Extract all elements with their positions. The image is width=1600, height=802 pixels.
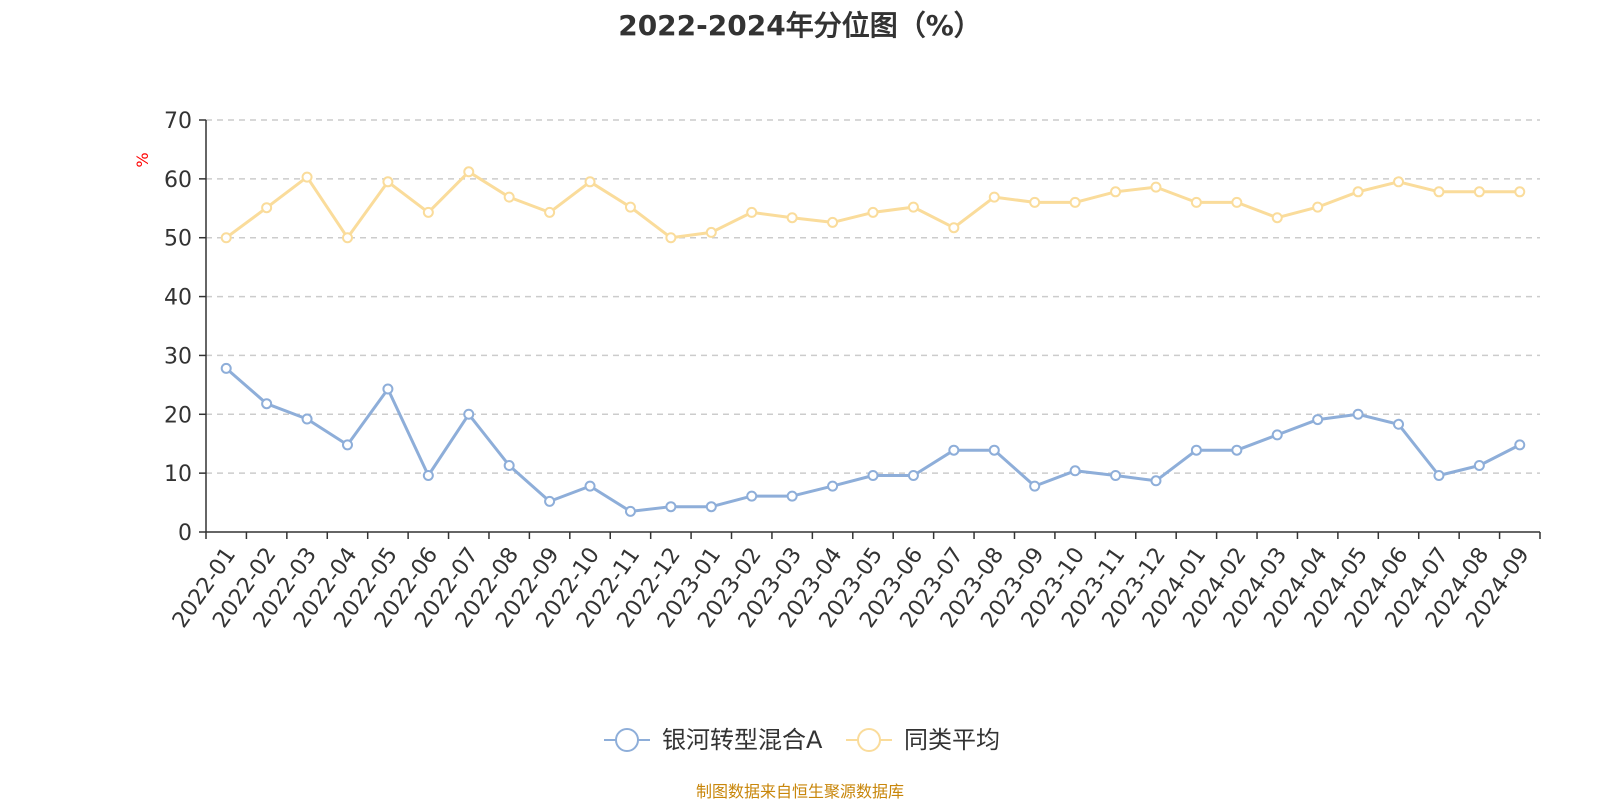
data-point	[463, 408, 475, 420]
data-point	[584, 176, 596, 188]
data-point	[948, 222, 960, 234]
data-point	[1271, 429, 1283, 441]
legend-item-1[interactable]: 同类平均	[846, 726, 1000, 754]
data-point	[261, 398, 273, 410]
data-point	[1110, 469, 1122, 481]
data-point	[827, 216, 839, 228]
y-axis-unit-label: %	[133, 152, 152, 167]
data-point	[220, 362, 232, 374]
data-point	[1514, 186, 1526, 198]
data-point	[382, 176, 394, 188]
legend-label: 同类平均	[904, 726, 1000, 754]
data-point	[544, 206, 556, 218]
data-point	[746, 490, 758, 502]
data-point	[220, 232, 232, 244]
data-point	[1433, 469, 1445, 481]
data-point	[1069, 465, 1081, 477]
data-point	[1312, 201, 1324, 213]
data-point	[827, 480, 839, 492]
data-point	[1190, 196, 1202, 208]
data-point	[1352, 186, 1364, 198]
data-point	[503, 191, 515, 203]
data-point	[1231, 196, 1243, 208]
data-point	[341, 232, 353, 244]
legend[interactable]: 银河转型混合A 同类平均	[604, 726, 1000, 754]
data-point	[1433, 186, 1445, 198]
legend-marker-icon	[615, 728, 639, 752]
data-point	[1352, 408, 1364, 420]
data-point	[867, 469, 879, 481]
data-point	[988, 444, 1000, 456]
y-tick-label: 30	[164, 344, 192, 369]
data-point	[948, 444, 960, 456]
data-point	[1029, 196, 1041, 208]
legend-marker-icon	[857, 728, 881, 752]
data-point	[261, 202, 273, 214]
y-tick-label: 50	[164, 227, 192, 252]
data-point	[422, 206, 434, 218]
legend-label: 银河转型混合A	[662, 726, 823, 754]
data-point	[1473, 459, 1485, 471]
data-point	[1473, 186, 1485, 198]
y-tick-label: 70	[164, 109, 192, 134]
data-point	[746, 206, 758, 218]
data-point	[1190, 444, 1202, 456]
data-point	[1271, 212, 1283, 224]
data-point	[301, 413, 313, 425]
data-point	[1393, 418, 1405, 430]
data-point	[867, 206, 879, 218]
data-point	[786, 490, 798, 502]
data-point	[705, 226, 717, 238]
chart-title: 2022-2024年分位图（%）	[618, 9, 982, 42]
data-point	[1029, 480, 1041, 492]
data-point	[1150, 181, 1162, 193]
source-note: 制图数据来自恒生聚源数据库	[695, 782, 904, 801]
data-point	[584, 480, 596, 492]
legend-item-0[interactable]: 银河转型混合A	[604, 726, 823, 754]
y-tick-label: 60	[164, 168, 192, 193]
data-point	[907, 469, 919, 481]
data-point	[341, 439, 353, 451]
data-point	[1312, 414, 1324, 426]
data-point	[1514, 439, 1526, 451]
data-point	[705, 501, 717, 513]
data-point	[1069, 196, 1081, 208]
y-tick-label: 10	[164, 462, 192, 487]
data-point	[665, 501, 677, 513]
data-point	[1231, 444, 1243, 456]
axes: 0102030405060702022-012022-022022-032022…	[164, 109, 1541, 633]
data-point	[422, 469, 434, 481]
data-point	[382, 383, 394, 395]
series-line-1	[225, 170, 1520, 240]
data-point	[624, 201, 636, 213]
data-point	[1150, 475, 1162, 487]
data-point	[544, 495, 556, 507]
data-point	[503, 459, 515, 471]
data-point	[786, 212, 798, 224]
series-line-0	[225, 367, 1521, 513]
data-point	[624, 505, 636, 517]
y-tick-label: 20	[164, 403, 192, 428]
series-lines	[220, 166, 1526, 517]
y-tick-label: 40	[164, 286, 192, 311]
data-point	[988, 191, 1000, 203]
grid-lines	[206, 119, 1540, 474]
data-point	[301, 171, 313, 183]
data-point	[907, 201, 919, 213]
data-point	[665, 232, 677, 244]
data-point	[463, 166, 475, 178]
data-point	[1110, 186, 1122, 198]
y-tick-label: 0	[178, 521, 192, 546]
data-point	[1393, 176, 1405, 188]
